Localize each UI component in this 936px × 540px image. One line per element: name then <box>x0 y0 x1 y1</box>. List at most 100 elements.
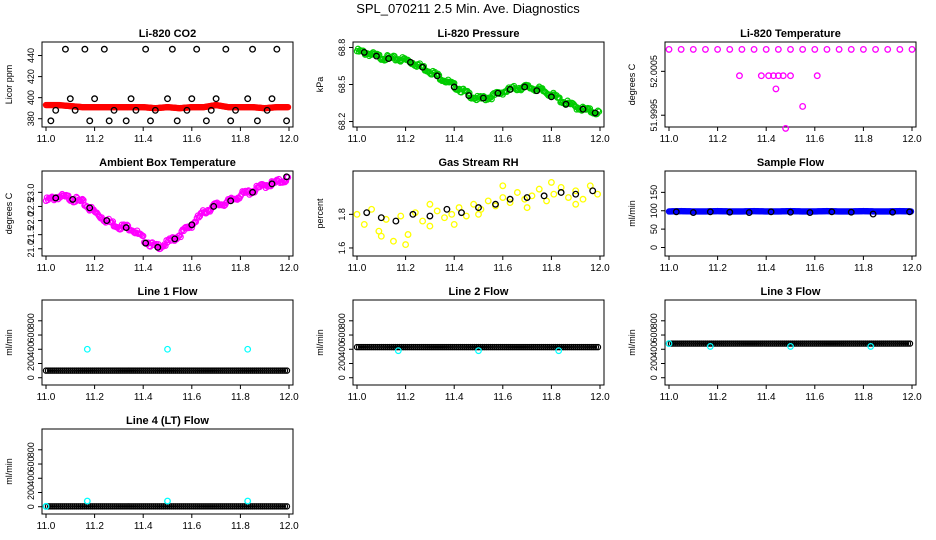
data-point <box>267 503 274 510</box>
data-point <box>869 210 877 218</box>
data-point <box>686 340 693 347</box>
data-point <box>807 340 814 347</box>
data-point <box>137 503 145 510</box>
x-tick-label: 11.8 <box>542 134 561 145</box>
data-point <box>521 83 529 91</box>
data-point <box>811 340 819 347</box>
y-tick-label: 400 <box>649 342 659 357</box>
x-tick-label: 11.4 <box>445 263 464 274</box>
data-point <box>884 340 891 347</box>
data-point <box>757 72 765 80</box>
data-point <box>532 343 539 351</box>
chart-panel-4: Ambient Box Temperature degrees C 11.0 11.2… <box>4 157 299 274</box>
data-point <box>194 367 202 374</box>
data-point <box>119 503 127 510</box>
x-tick-label: 11.0 <box>348 134 367 145</box>
data-point <box>767 208 775 216</box>
data-point <box>806 209 814 217</box>
data-point <box>233 503 240 510</box>
data-point <box>97 503 104 510</box>
data-point <box>595 108 603 115</box>
data-point <box>235 503 242 510</box>
data-point <box>774 72 782 80</box>
data-point <box>363 343 371 351</box>
data-point <box>517 343 525 351</box>
data-point <box>525 343 533 351</box>
data-point <box>462 212 470 220</box>
data-point <box>47 117 55 125</box>
data-point <box>50 503 58 510</box>
data-point <box>267 367 274 374</box>
data-point <box>860 340 867 347</box>
data-point <box>694 340 701 347</box>
data-point <box>385 55 393 63</box>
data-point <box>819 340 827 347</box>
data-point <box>584 343 592 351</box>
data-point <box>894 340 902 347</box>
data-point <box>355 343 363 351</box>
data-point <box>123 503 131 510</box>
data-point <box>419 217 427 225</box>
data-point <box>56 503 64 510</box>
data-point <box>402 343 409 351</box>
x-tick-label: 11.4 <box>134 521 153 532</box>
data-point <box>46 503 54 510</box>
x-tick-label: 11.4 <box>445 134 464 145</box>
data-point <box>148 367 155 374</box>
x-tick-label: 11.4 <box>757 134 776 145</box>
x-tick-label: 11.2 <box>85 134 104 145</box>
data-point <box>698 340 705 347</box>
y-tick-label: 0 <box>26 504 36 509</box>
x-tick-label: 11.8 <box>854 134 873 145</box>
data-point <box>787 208 794 216</box>
y-tick-label: 0 <box>649 375 659 380</box>
data-point <box>706 208 714 216</box>
data-point <box>223 367 230 374</box>
data-point <box>394 343 401 351</box>
data-point <box>821 340 829 347</box>
data-point <box>679 340 687 347</box>
data-point <box>712 340 719 347</box>
data-point <box>564 194 572 201</box>
data-point <box>281 367 289 374</box>
data-point <box>122 224 130 232</box>
data-point <box>404 231 412 238</box>
data-point <box>738 45 746 53</box>
data-point <box>283 367 291 374</box>
data-point <box>110 106 118 114</box>
data-point <box>216 367 224 374</box>
data-point <box>61 45 69 53</box>
y-axis-label: ml/min <box>4 329 14 356</box>
data-point <box>763 340 770 347</box>
data-point <box>142 367 149 374</box>
x-tick-label: 11.0 <box>37 521 56 532</box>
x-tick-label: 11.2 <box>85 521 104 532</box>
data-point <box>556 343 563 351</box>
data-point <box>513 343 521 351</box>
x-tick-label: 11.8 <box>231 392 250 403</box>
data-point <box>689 45 697 53</box>
data-point <box>550 190 558 198</box>
data-point <box>827 340 835 347</box>
y-tick-label: 22.0 <box>26 212 36 230</box>
data-point <box>690 340 697 347</box>
data-point <box>896 45 904 53</box>
data-point <box>255 367 262 374</box>
data-point <box>847 208 855 216</box>
data-point <box>900 340 908 347</box>
data-point <box>813 72 821 80</box>
data-point <box>448 343 456 351</box>
data-point <box>506 199 514 207</box>
x-tick-label: 11.6 <box>182 134 201 145</box>
data-point <box>182 367 189 374</box>
data-point <box>461 343 468 351</box>
data-point <box>745 209 753 217</box>
data-point <box>828 208 836 216</box>
data-point <box>418 343 425 351</box>
data-point <box>164 345 171 353</box>
data-point <box>178 367 185 374</box>
data-point <box>222 45 230 53</box>
data-point <box>192 503 200 510</box>
data-point <box>370 343 377 351</box>
y-tick-label: 200 <box>337 356 347 371</box>
